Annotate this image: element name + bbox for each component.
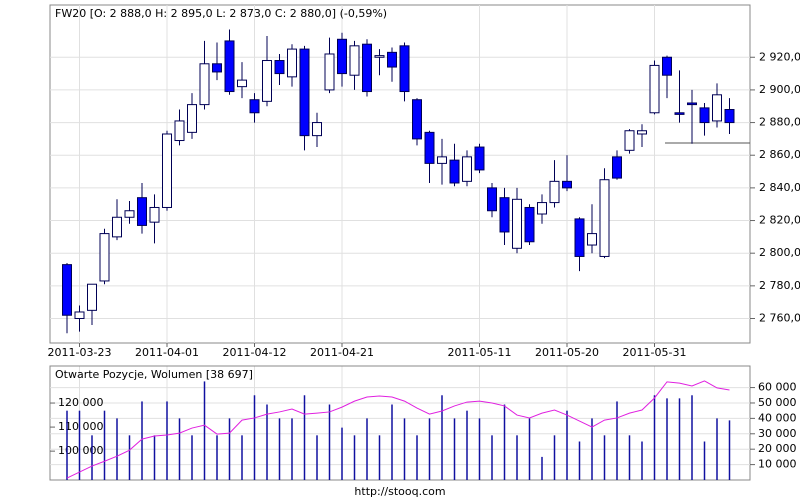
candle-body	[174, 120, 185, 142]
candle-body	[724, 109, 735, 124]
candle-body	[224, 40, 235, 93]
candle-body	[687, 102, 697, 106]
candle-body	[262, 60, 272, 102]
candle-body	[487, 187, 497, 212]
candle-body	[362, 43, 372, 93]
y-tick-label: 2 840,0	[759, 181, 800, 194]
candle-body	[549, 180, 560, 204]
y2-tick-label: 10 000	[758, 458, 797, 471]
candle-body	[349, 45, 360, 76]
y2-tick-label: 40 000	[758, 411, 797, 424]
y-tick-label: 110 000	[58, 420, 104, 433]
plot-area	[49, 365, 751, 481]
candle-body	[624, 130, 635, 151]
x-tick-label: 2011-04-21	[310, 346, 374, 359]
chart-title: FW20 [O: 2 888,0 H: 2 895,0 L: 2 873,0 C…	[55, 7, 387, 20]
y-tick-label: 2 800,0	[759, 246, 800, 259]
candle-body	[212, 63, 222, 73]
candle-body	[399, 45, 410, 93]
candle-body	[237, 79, 247, 88]
candle-body	[137, 197, 147, 226]
y2-tick-label: 30 000	[758, 427, 797, 440]
x-tick-label: 2011-04-12	[223, 346, 287, 359]
candle-body	[437, 156, 447, 164]
y-tick-label: 2 900,0	[759, 83, 800, 96]
candle-body	[337, 38, 347, 75]
candle-body	[62, 264, 72, 316]
y2-tick-label: 50 000	[758, 396, 797, 409]
candle-body	[374, 55, 385, 58]
y2-tick-label: 60 000	[758, 381, 797, 394]
candle-body	[674, 112, 685, 115]
candle-body	[537, 202, 547, 215]
candle-body	[387, 51, 397, 68]
candle-body	[149, 206, 160, 223]
candle-body	[249, 99, 260, 114]
y2-tick-label: 20 000	[758, 442, 797, 455]
candle-body	[574, 218, 585, 257]
candle-body	[124, 210, 135, 218]
open-interest-line	[66, 380, 730, 479]
candle-body	[512, 198, 522, 249]
candle-body	[162, 133, 172, 208]
candle-body	[187, 104, 197, 133]
candle-body	[562, 180, 572, 189]
y-tick-label: 2 820,0	[759, 214, 800, 227]
y-tick-label: 120 000	[58, 396, 104, 409]
x-tick-label: 2011-05-31	[623, 346, 687, 359]
y-tick-label: 2 860,0	[759, 148, 800, 161]
candle-body	[637, 130, 647, 135]
candle-body	[587, 233, 597, 246]
candle-body	[499, 197, 510, 233]
y-tick-label: 2 780,0	[759, 279, 800, 292]
x-tick-label: 2011-05-11	[448, 346, 512, 359]
y-tick-label: 2 760,0	[759, 312, 800, 325]
candle-body	[312, 122, 322, 137]
y-tick-label: 2 920,0	[759, 50, 800, 63]
candle-body	[449, 159, 460, 184]
x-tick-label: 2011-04-01	[135, 346, 199, 359]
x-tick-label: 2011-05-20	[535, 346, 599, 359]
panel-title: Otwarte Pozycje, Wolumen [38 697]	[55, 368, 253, 381]
candle-body	[87, 283, 97, 311]
candle-body	[524, 206, 535, 243]
candle-body	[599, 179, 610, 257]
candle-body	[274, 60, 285, 75]
candle-body	[299, 48, 310, 137]
candle-body	[474, 146, 485, 171]
y-tick-label: 100 000	[58, 444, 104, 457]
candle-body	[462, 156, 472, 182]
candle-body	[612, 156, 622, 179]
y-tick-label: 2 880,0	[759, 116, 800, 129]
candle-body	[74, 311, 85, 320]
x-tick-label: 2011-03-23	[48, 346, 112, 359]
candle-body	[199, 63, 210, 106]
candle-body	[424, 131, 435, 164]
candle-body	[699, 107, 710, 124]
candle-body	[649, 64, 660, 114]
candle-body	[712, 94, 722, 122]
candle-body	[287, 48, 297, 78]
source-label: http://stooq.com	[354, 485, 445, 498]
candle-body	[662, 56, 672, 76]
candle-body	[412, 99, 422, 140]
candle-body	[324, 53, 335, 91]
candle-body	[112, 216, 122, 238]
candle-body	[99, 233, 110, 282]
